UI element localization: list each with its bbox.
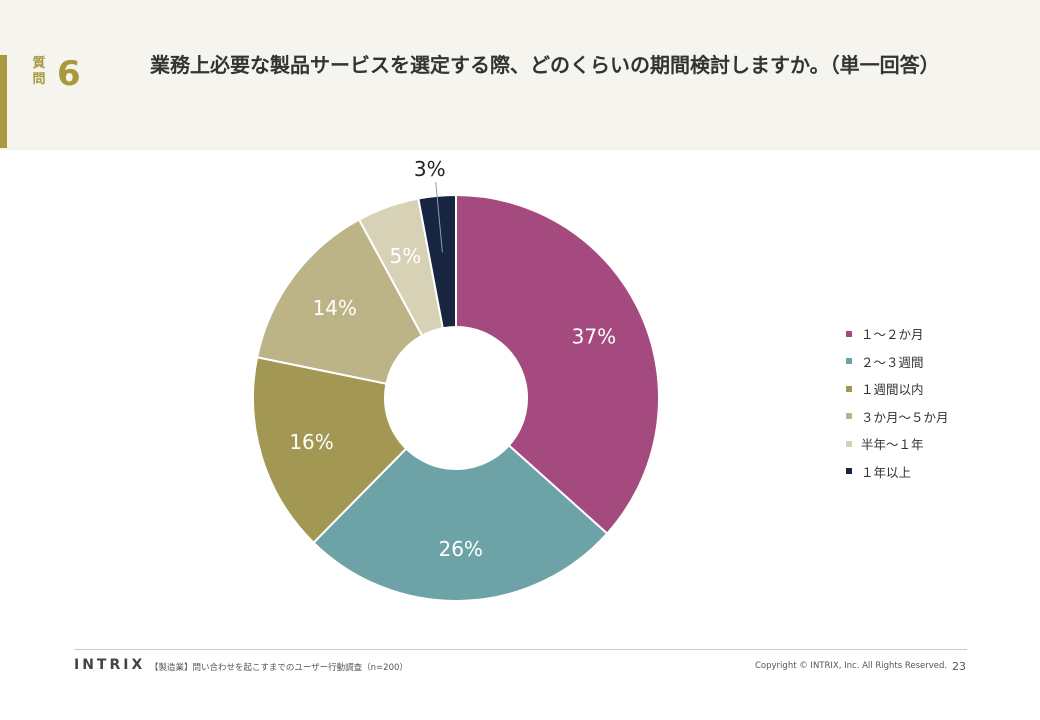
slice-6 [417, 193, 457, 330]
legend-swatch [846, 330, 852, 337]
data-label-2: 26% [438, 537, 482, 561]
legend-item-5: 半年～１年 [846, 430, 949, 458]
leader-line-6 [435, 181, 443, 253]
page-number: 23 [952, 660, 966, 673]
legend-label: ２～３週間 [861, 354, 924, 370]
legend-item-6: １年以上 [846, 458, 949, 486]
legend-item-3: １週間以内 [846, 375, 949, 403]
legend-swatch [846, 468, 852, 475]
legend-label: １～２か月 [861, 327, 924, 343]
legend-label: ３か月～５か月 [861, 409, 949, 425]
slice-2 [312, 443, 609, 602]
legend-swatch [846, 385, 852, 392]
data-label-4: 14% [312, 296, 356, 320]
data-label-1: 37% [572, 324, 616, 348]
legend-item-4: ３か月～５か月 [846, 403, 949, 431]
copyright-text: Copyright © INTRIX, Inc. All Rights Rese… [755, 661, 948, 671]
question-text: 業務上必要な製品サービスを選定する際、どのくらいの期間検討しますか。（単一回答） [150, 53, 940, 77]
legend-item-2: ２～３週間 [846, 348, 949, 376]
survey-caption: 【製造業】問い合わせを起こすまでのユーザー行動調査（n=200） [150, 663, 408, 673]
question-label: 質問 [32, 56, 46, 87]
legend-label: 半年～１年 [861, 437, 924, 453]
slice-3 [252, 356, 408, 545]
data-label-6: 3% [414, 157, 446, 181]
header-band: 質問 6 業務上必要な製品サービスを選定する際、どのくらいの期間検討しますか。（… [0, 0, 1040, 150]
legend-label: １週間以内 [861, 382, 924, 398]
legend-swatch [846, 440, 852, 447]
chart-legend: １～２か月 ２～３週間 １週間以内 ３か月～５か月 半年～１年 １年以上 [846, 320, 949, 485]
data-label-5: 5% [389, 244, 421, 268]
question-number: 6 [57, 54, 81, 94]
accent-bar [0, 55, 7, 148]
footer-divider [74, 649, 967, 650]
legend-item-1: １～２か月 [846, 320, 949, 348]
intrix-logo: INTRIX [74, 657, 146, 673]
legend-swatch [846, 413, 852, 420]
legend-label: １年以上 [861, 464, 912, 480]
legend-swatch [846, 358, 852, 365]
slice-1 [455, 193, 660, 535]
data-label-3: 16% [289, 430, 333, 454]
